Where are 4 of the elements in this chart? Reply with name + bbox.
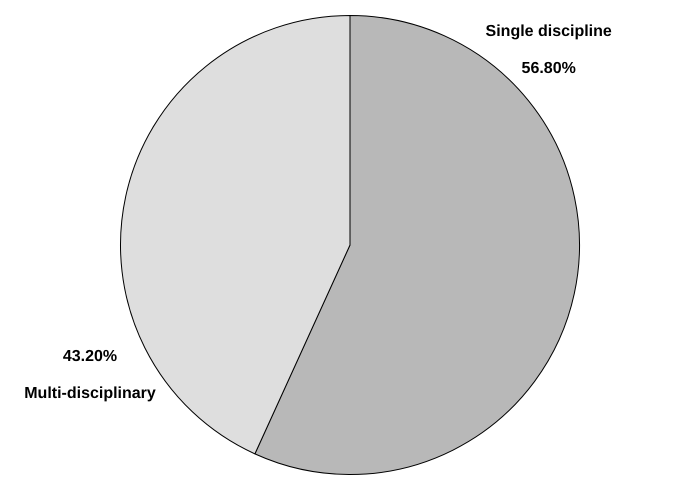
data-label: 43.20% [62,348,118,366]
data-label: 56.80% [522,60,576,78]
slice-label: Multi-disciplinary [24,385,156,402]
slice-label: Single discipline [486,23,612,40]
